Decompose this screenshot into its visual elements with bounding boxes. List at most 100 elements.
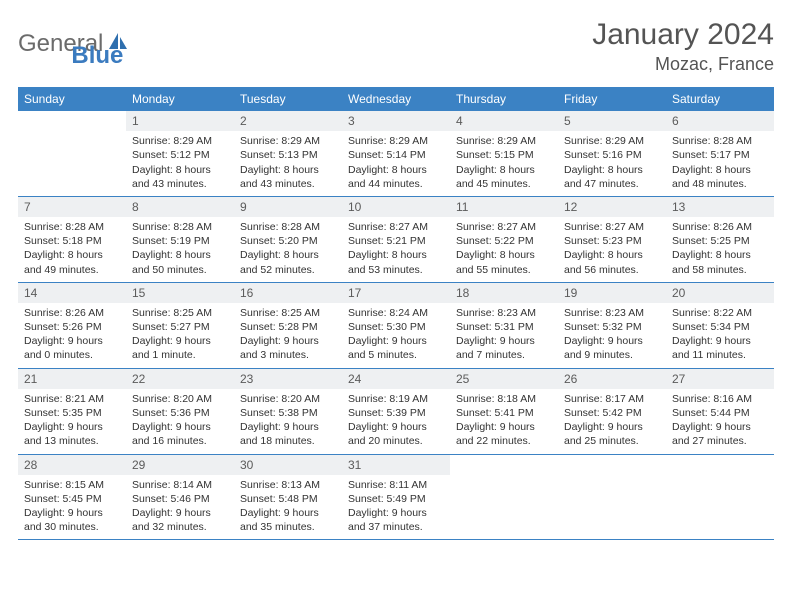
page-header: General Blue January 2024 Mozac, France [18,18,774,75]
daylight-line2: and 49 minutes. [24,263,120,277]
day-cell: 19Sunrise: 8:23 AMSunset: 5:32 PMDayligh… [558,283,666,368]
day-body: Sunrise: 8:28 AMSunset: 5:20 PMDaylight:… [234,217,342,282]
day-number: 29 [126,455,234,475]
brand-logo: General Blue [18,18,123,70]
daylight-line1: Daylight: 8 hours [132,163,228,177]
sunrise-text: Sunrise: 8:24 AM [348,306,444,320]
day-body: Sunrise: 8:27 AMSunset: 5:23 PMDaylight:… [558,217,666,282]
day-body: Sunrise: 8:20 AMSunset: 5:36 PMDaylight:… [126,389,234,454]
daylight-line2: and 16 minutes. [132,434,228,448]
sunset-text: Sunset: 5:49 PM [348,492,444,506]
day-number: 27 [666,369,774,389]
sunset-text: Sunset: 5:34 PM [672,320,768,334]
day-body: Sunrise: 8:27 AMSunset: 5:22 PMDaylight:… [450,217,558,282]
day-number: 22 [126,369,234,389]
day-body: Sunrise: 8:25 AMSunset: 5:27 PMDaylight:… [126,303,234,368]
sunrise-text: Sunrise: 8:13 AM [240,478,336,492]
daylight-line1: Daylight: 8 hours [564,163,660,177]
day-cell: 22Sunrise: 8:20 AMSunset: 5:36 PMDayligh… [126,369,234,454]
day-body: Sunrise: 8:23 AMSunset: 5:32 PMDaylight:… [558,303,666,368]
sunrise-text: Sunrise: 8:20 AM [240,392,336,406]
daylight-line1: Daylight: 9 hours [240,506,336,520]
sunset-text: Sunset: 5:32 PM [564,320,660,334]
day-number: 3 [342,111,450,131]
sunrise-text: Sunrise: 8:27 AM [564,220,660,234]
daylight-line2: and 27 minutes. [672,434,768,448]
daylight-line1: Daylight: 9 hours [564,420,660,434]
day-body: Sunrise: 8:29 AMSunset: 5:13 PMDaylight:… [234,131,342,196]
daylight-line1: Daylight: 9 hours [348,334,444,348]
daylight-line2: and 43 minutes. [132,177,228,191]
sunrise-text: Sunrise: 8:17 AM [564,392,660,406]
weekday-wednesday: Wednesday [342,87,450,111]
day-cell: 28Sunrise: 8:15 AMSunset: 5:45 PMDayligh… [18,455,126,540]
sunset-text: Sunset: 5:14 PM [348,148,444,162]
sunrise-text: Sunrise: 8:29 AM [456,134,552,148]
title-block: January 2024 Mozac, France [592,18,774,75]
day-number: 5 [558,111,666,131]
day-number: 4 [450,111,558,131]
daylight-line1: Daylight: 9 hours [132,420,228,434]
day-cell: 15Sunrise: 8:25 AMSunset: 5:27 PMDayligh… [126,283,234,368]
daylight-line2: and 18 minutes. [240,434,336,448]
weekday-sunday: Sunday [18,87,126,111]
day-body: Sunrise: 8:21 AMSunset: 5:35 PMDaylight:… [18,389,126,454]
daylight-line2: and 58 minutes. [672,263,768,277]
daylight-line1: Daylight: 9 hours [132,334,228,348]
daylight-line1: Daylight: 9 hours [24,506,120,520]
daylight-line1: Daylight: 9 hours [348,420,444,434]
sunset-text: Sunset: 5:25 PM [672,234,768,248]
sunrise-text: Sunrise: 8:28 AM [240,220,336,234]
day-body: Sunrise: 8:25 AMSunset: 5:28 PMDaylight:… [234,303,342,368]
sunrise-text: Sunrise: 8:14 AM [132,478,228,492]
sunrise-text: Sunrise: 8:27 AM [348,220,444,234]
sunrise-text: Sunrise: 8:19 AM [348,392,444,406]
day-body: Sunrise: 8:14 AMSunset: 5:46 PMDaylight:… [126,475,234,540]
daylight-line2: and 43 minutes. [240,177,336,191]
day-cell: 30Sunrise: 8:13 AMSunset: 5:48 PMDayligh… [234,455,342,540]
day-number: 6 [666,111,774,131]
day-body: Sunrise: 8:24 AMSunset: 5:30 PMDaylight:… [342,303,450,368]
daylight-line1: Daylight: 9 hours [24,334,120,348]
day-body: Sunrise: 8:28 AMSunset: 5:19 PMDaylight:… [126,217,234,282]
daylight-line1: Daylight: 8 hours [24,248,120,262]
sunrise-text: Sunrise: 8:11 AM [348,478,444,492]
sunset-text: Sunset: 5:26 PM [24,320,120,334]
sunset-text: Sunset: 5:15 PM [456,148,552,162]
daylight-line1: Daylight: 9 hours [456,334,552,348]
sunset-text: Sunset: 5:16 PM [564,148,660,162]
day-body: Sunrise: 8:23 AMSunset: 5:31 PMDaylight:… [450,303,558,368]
daylight-line2: and 20 minutes. [348,434,444,448]
day-cell: 8Sunrise: 8:28 AMSunset: 5:19 PMDaylight… [126,197,234,282]
sunset-text: Sunset: 5:20 PM [240,234,336,248]
sunrise-text: Sunrise: 8:15 AM [24,478,120,492]
week-row: 14Sunrise: 8:26 AMSunset: 5:26 PMDayligh… [18,283,774,369]
daylight-line2: and 32 minutes. [132,520,228,534]
sunrise-text: Sunrise: 8:29 AM [240,134,336,148]
day-number: 28 [18,455,126,475]
daylight-line1: Daylight: 9 hours [672,420,768,434]
day-cell [558,455,666,540]
sunrise-text: Sunrise: 8:25 AM [132,306,228,320]
day-cell: 23Sunrise: 8:20 AMSunset: 5:38 PMDayligh… [234,369,342,454]
day-body: Sunrise: 8:29 AMSunset: 5:15 PMDaylight:… [450,131,558,196]
daylight-line2: and 52 minutes. [240,263,336,277]
weekday-monday: Monday [126,87,234,111]
sunrise-text: Sunrise: 8:27 AM [456,220,552,234]
day-number: 13 [666,197,774,217]
day-number: 14 [18,283,126,303]
sunset-text: Sunset: 5:31 PM [456,320,552,334]
sunset-text: Sunset: 5:17 PM [672,148,768,162]
sunset-text: Sunset: 5:23 PM [564,234,660,248]
day-cell: 10Sunrise: 8:27 AMSunset: 5:21 PMDayligh… [342,197,450,282]
day-body: Sunrise: 8:18 AMSunset: 5:41 PMDaylight:… [450,389,558,454]
week-row: 7Sunrise: 8:28 AMSunset: 5:18 PMDaylight… [18,197,774,283]
sunset-text: Sunset: 5:48 PM [240,492,336,506]
day-body: Sunrise: 8:22 AMSunset: 5:34 PMDaylight:… [666,303,774,368]
sunrise-text: Sunrise: 8:28 AM [24,220,120,234]
daylight-line2: and 50 minutes. [132,263,228,277]
sunset-text: Sunset: 5:18 PM [24,234,120,248]
sunrise-text: Sunrise: 8:26 AM [24,306,120,320]
day-cell: 20Sunrise: 8:22 AMSunset: 5:34 PMDayligh… [666,283,774,368]
daylight-line2: and 11 minutes. [672,348,768,362]
